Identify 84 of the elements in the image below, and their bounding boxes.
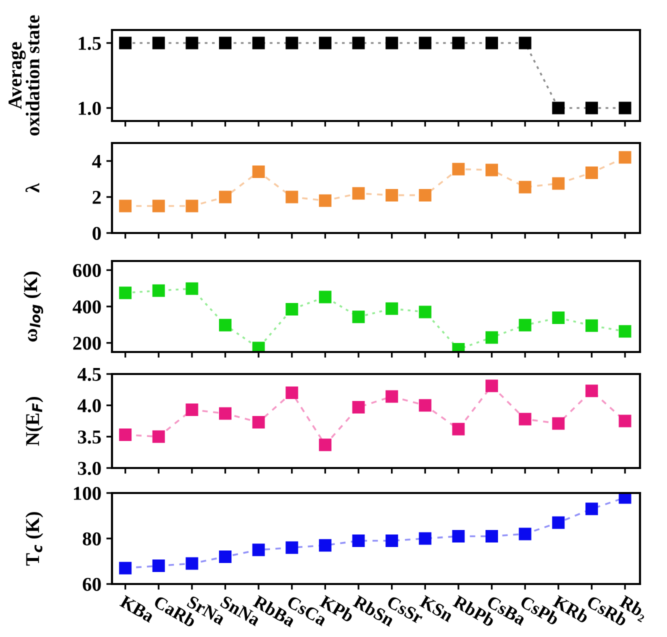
point: [152, 430, 165, 443]
point: [552, 312, 565, 324]
point: [585, 384, 598, 398]
y-axis-title: ω$_{log}$ (K): [24, 272, 44, 342]
point: [452, 422, 465, 436]
point: [552, 177, 565, 190]
point: [318, 539, 332, 552]
point: [318, 290, 332, 304]
point: [352, 187, 365, 200]
point: [186, 557, 198, 570]
point: [186, 200, 198, 212]
point: [386, 534, 398, 548]
point: [219, 407, 232, 420]
point: [152, 200, 165, 212]
point: [386, 302, 398, 315]
point: [252, 166, 265, 178]
point: [618, 493, 632, 504]
point: [286, 190, 298, 204]
point: [152, 284, 165, 297]
y-tick-label: 1.0: [78, 102, 101, 116]
point: [552, 516, 565, 529]
y-tick-label: 4.5: [78, 368, 101, 382]
point: [386, 188, 398, 202]
y-tick-label: 3.0: [78, 462, 101, 476]
point: [552, 417, 565, 430]
point: [518, 318, 532, 332]
y-axis-title: λ: [26, 183, 40, 193]
y-tick-label: 4: [92, 154, 102, 168]
point: [518, 528, 532, 540]
point: [585, 319, 598, 332]
point: [186, 403, 198, 416]
point: [352, 534, 365, 548]
point: [585, 502, 598, 516]
point: [452, 162, 465, 176]
y-tick-label: 4.0: [78, 399, 101, 412]
point: [585, 166, 598, 179]
point: [486, 530, 498, 542]
point: [418, 306, 432, 318]
point: [286, 302, 298, 316]
y-tick-label: 200: [73, 336, 101, 350]
y-axis-title: T$_{c}$ (K): [25, 512, 44, 566]
y-tick-label: 3.5: [78, 430, 101, 444]
point: [486, 164, 498, 176]
point: [386, 390, 398, 403]
y-tick-label: 400: [72, 300, 101, 314]
y-tick-label: 600: [73, 264, 101, 278]
point: [119, 286, 132, 300]
point: [286, 541, 298, 554]
point: [219, 190, 232, 204]
point: [318, 194, 332, 207]
point: [119, 428, 132, 442]
y-tick-label: 60: [82, 578, 101, 591]
x-tick-label: KBa: [119, 595, 156, 623]
point: [286, 386, 298, 400]
point: [418, 188, 432, 202]
point: [252, 342, 265, 352]
point: [352, 400, 365, 414]
point: [618, 151, 632, 164]
y-axis-title: N(E$_{F}$): [25, 396, 44, 446]
point: [452, 530, 465, 542]
point: [119, 200, 132, 212]
point: [318, 438, 332, 452]
point: [618, 325, 632, 338]
y-tick-label: 80: [82, 532, 101, 546]
y-tick-label: 1.5: [78, 36, 101, 50]
point: [486, 331, 498, 344]
y-tick-label: 0: [92, 226, 101, 240]
point: [186, 282, 198, 295]
y-tick-label: 2: [92, 190, 101, 204]
point: [352, 310, 365, 324]
point: [152, 560, 165, 572]
point: [119, 562, 132, 574]
point: [518, 412, 532, 426]
point: [518, 180, 532, 194]
point: [219, 318, 232, 332]
point: [418, 399, 432, 412]
point: [252, 544, 265, 556]
point: [252, 416, 265, 429]
y-axis-title: Average oxidation state: [8, 15, 40, 136]
point: [486, 380, 498, 392]
y-tick-label: 100: [74, 486, 101, 500]
point: [418, 532, 432, 545]
point: [618, 414, 632, 428]
point: [219, 550, 232, 563]
